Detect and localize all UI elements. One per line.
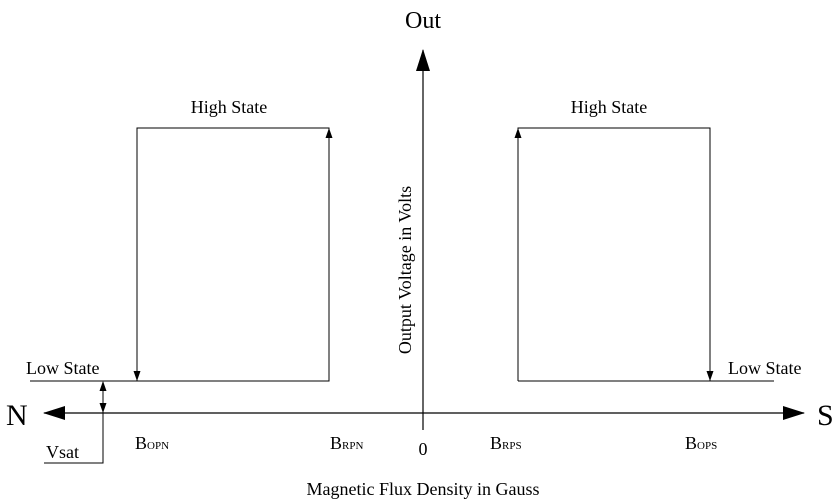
bops-label: BOPS [685,433,717,453]
right-loop-outline [517,127,774,382]
origin-label: 0 [419,439,428,459]
vsat-label: Vsat [46,442,79,462]
low-state-right-label: Low State [728,358,802,378]
high-state-left-label: High State [191,97,268,117]
pole-n-label: N [6,399,28,432]
vsat-leader [44,397,104,464]
brpn-label: BRPN [330,433,363,453]
x-axis-title: Magnetic Flux Density in Gauss [307,479,540,499]
high-state-right-label: High State [571,97,648,117]
left-loop-outline [30,127,330,382]
pole-s-label: S [817,399,833,432]
bopn-label: BOPN [135,433,169,453]
brps-label: BRPS [490,433,522,453]
y-axis-title: Output Voltage in Volts [395,186,415,354]
low-state-left-label: Low State [26,358,100,378]
y-top-label: Out [405,8,441,34]
